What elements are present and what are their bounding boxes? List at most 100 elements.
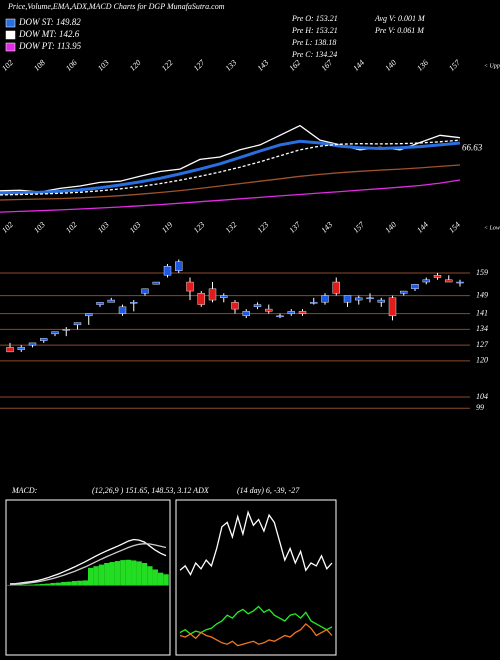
y-tick-label: 149 — [476, 290, 488, 299]
legend-swatch — [5, 18, 16, 28]
candle-body — [231, 302, 239, 310]
series-line — [0, 139, 461, 196]
macd-text: (12,26,9 ) 151.65, 148.53, 3.12 ADX — [92, 486, 210, 495]
candle-body — [265, 308, 273, 312]
y-tick-label: 127 — [476, 340, 489, 349]
histogram-bar — [136, 561, 142, 586]
histogram-bar — [7, 584, 13, 586]
histogram-bar — [104, 563, 110, 586]
histogram-bar — [18, 584, 24, 586]
candle-body — [332, 281, 340, 294]
info-text: Pre V: 0.061 M — [374, 26, 425, 35]
candle-body — [186, 281, 194, 292]
candle-body — [298, 311, 307, 314]
y-tick-label: 134 — [476, 324, 488, 333]
page-title: Price,Volume,EMA,ADX,MACD Charts for DGP… — [7, 2, 225, 11]
upper-label: < Upper — [484, 63, 500, 69]
histogram-bar — [152, 569, 158, 586]
candle-body — [6, 347, 14, 353]
histogram-bar — [157, 572, 164, 586]
candle-body — [163, 266, 172, 276]
histogram-bar — [44, 583, 51, 586]
candle-body — [220, 295, 228, 299]
legend-label: DOW ST: 149.82 — [18, 17, 81, 27]
candle-body — [96, 302, 104, 305]
candle-body — [411, 284, 419, 290]
candle-body — [366, 297, 374, 300]
candle-body — [433, 275, 442, 278]
candle-body — [141, 288, 149, 294]
candle-body — [388, 297, 397, 317]
legend-swatch — [5, 42, 16, 52]
y-tick-label: 99 — [476, 403, 484, 412]
histogram-bar — [98, 564, 105, 586]
series-line — [0, 179, 461, 213]
histogram-bar — [77, 580, 83, 586]
candle-body — [130, 302, 138, 304]
info-text: Pre L: 138.18 — [291, 38, 336, 47]
y-tick-label: 104 — [476, 392, 488, 401]
candle-body — [355, 297, 363, 301]
adx-panel — [175, 499, 337, 656]
macd-panel — [5, 499, 171, 656]
info-text: Pre H: 153.21 — [291, 26, 338, 35]
candle-body — [208, 288, 217, 301]
histogram-bar — [163, 574, 169, 586]
candle-body — [85, 313, 93, 317]
y-tick-label: 120 — [476, 356, 488, 365]
histogram-bar — [39, 583, 45, 586]
series-line — [179, 510, 333, 576]
candle-body — [400, 290, 408, 294]
histogram-bar — [88, 567, 94, 586]
histogram-bar — [109, 562, 115, 586]
candle-body — [377, 299, 385, 303]
candle-body — [422, 279, 430, 283]
candle-body — [152, 281, 160, 285]
y-tick-label: 141 — [476, 308, 488, 317]
histogram-bar — [120, 560, 126, 586]
histogram-bar — [131, 560, 137, 586]
candle-body — [276, 315, 284, 318]
legend-label: DOW MT: 142.6 — [18, 29, 80, 39]
histogram-bar — [82, 580, 88, 586]
candle-body — [253, 304, 262, 308]
histogram-bar — [147, 566, 153, 586]
series-line — [0, 164, 461, 201]
y-tick-label: 159 — [476, 268, 488, 277]
annotation: 66.63 — [462, 142, 483, 152]
lower-label: < Lower — [484, 225, 500, 231]
candle-body — [73, 322, 82, 326]
candle-body — [242, 311, 250, 317]
candle-body — [62, 329, 70, 331]
candle-body — [456, 281, 464, 284]
candle-body — [17, 347, 25, 350]
candle-body — [445, 279, 453, 283]
histogram-bar — [23, 584, 29, 586]
histogram-bar — [12, 584, 19, 586]
series-line — [0, 139, 461, 195]
macd-text: MACD: — [11, 486, 38, 495]
candle-body — [118, 306, 127, 314]
series-line — [179, 605, 333, 635]
histogram-bar — [28, 584, 35, 586]
histogram-bar — [50, 582, 56, 586]
series-line — [179, 622, 333, 647]
candle-body — [197, 293, 205, 305]
histogram-bar — [55, 582, 62, 586]
series-line — [9, 538, 167, 585]
info-text: Pre O: 153.21 — [291, 14, 338, 23]
histogram-bar — [34, 584, 40, 586]
candle-body — [51, 331, 59, 335]
candle-body — [310, 302, 318, 304]
histogram-bar — [66, 581, 72, 586]
histogram-bar — [93, 566, 99, 586]
candle-body — [343, 295, 352, 303]
info-text: Avg V: 0.001 M — [374, 14, 426, 23]
histogram-bar — [141, 563, 148, 586]
candle-body — [321, 295, 329, 303]
candle-body — [107, 299, 115, 303]
histogram-bar — [125, 559, 132, 586]
candle-body — [175, 261, 183, 271]
